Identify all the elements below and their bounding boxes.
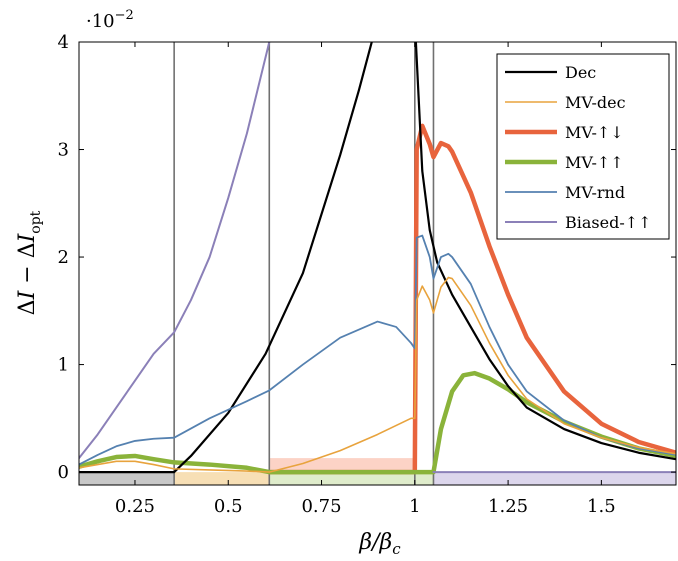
series-mv-: [267, 123, 676, 475]
series-mv-: [79, 370, 676, 475]
x-axis-label: β/βc: [358, 530, 401, 558]
shaded-region-1: [174, 472, 270, 485]
shaded-region-2: [269, 472, 415, 485]
series-biased-: [79, 42, 676, 474]
legend-label: MV-rnd: [565, 183, 625, 202]
y-multiplier: ·10−2: [86, 8, 134, 32]
shaded-region-2-top: [269, 458, 415, 473]
y-tick-label: 0: [58, 462, 69, 483]
y-tick-label: 4: [58, 32, 69, 53]
legend-label: MV-↑↑: [565, 153, 624, 172]
legend-label: Dec: [565, 63, 596, 82]
legend-label: Biased-↑↑: [565, 213, 652, 232]
series-dec: [79, 42, 676, 474]
x-tick-label: 0.25: [115, 496, 155, 517]
legend-label: MV-↑↓: [565, 123, 624, 142]
y-tick-label: 1: [58, 355, 69, 376]
shaded-region-3: [414, 472, 434, 485]
x-tick-label: 0.5: [214, 496, 243, 517]
series-lines: [79, 42, 676, 475]
x-tick-label: 0.75: [301, 496, 341, 517]
x-tick-label: 1: [409, 496, 420, 517]
y-tick-label: 3: [58, 140, 69, 161]
legend-label: MV-dec: [565, 93, 626, 112]
series-mv-rnd: [79, 234, 676, 466]
y-axis-label: ΔI − ΔIopt: [15, 210, 44, 315]
plot-frame: [78, 41, 677, 486]
legend-box: [496, 53, 670, 240]
shaded-region-0: [79, 472, 175, 485]
y-tick-label: 2: [58, 247, 69, 268]
x-tick-label: 1.5: [587, 496, 616, 517]
vertical-lines: [173, 42, 435, 485]
shaded-regions: [79, 458, 676, 485]
svg-text:ΔI − ΔIopt: ΔI − ΔIopt: [15, 210, 44, 315]
series-mv-dec: [79, 276, 676, 473]
x-tick-label: 1.25: [488, 496, 528, 517]
shaded-region-4: [433, 472, 676, 485]
axis-ticks: 0.25 0.5 0.75 1 1.25 1.5 0 1 2 3 4: [58, 32, 676, 517]
legend: Dec MV-dec MV-↑↓ MV-↑↑ MV-rnd Biased-↑↑: [496, 53, 670, 240]
